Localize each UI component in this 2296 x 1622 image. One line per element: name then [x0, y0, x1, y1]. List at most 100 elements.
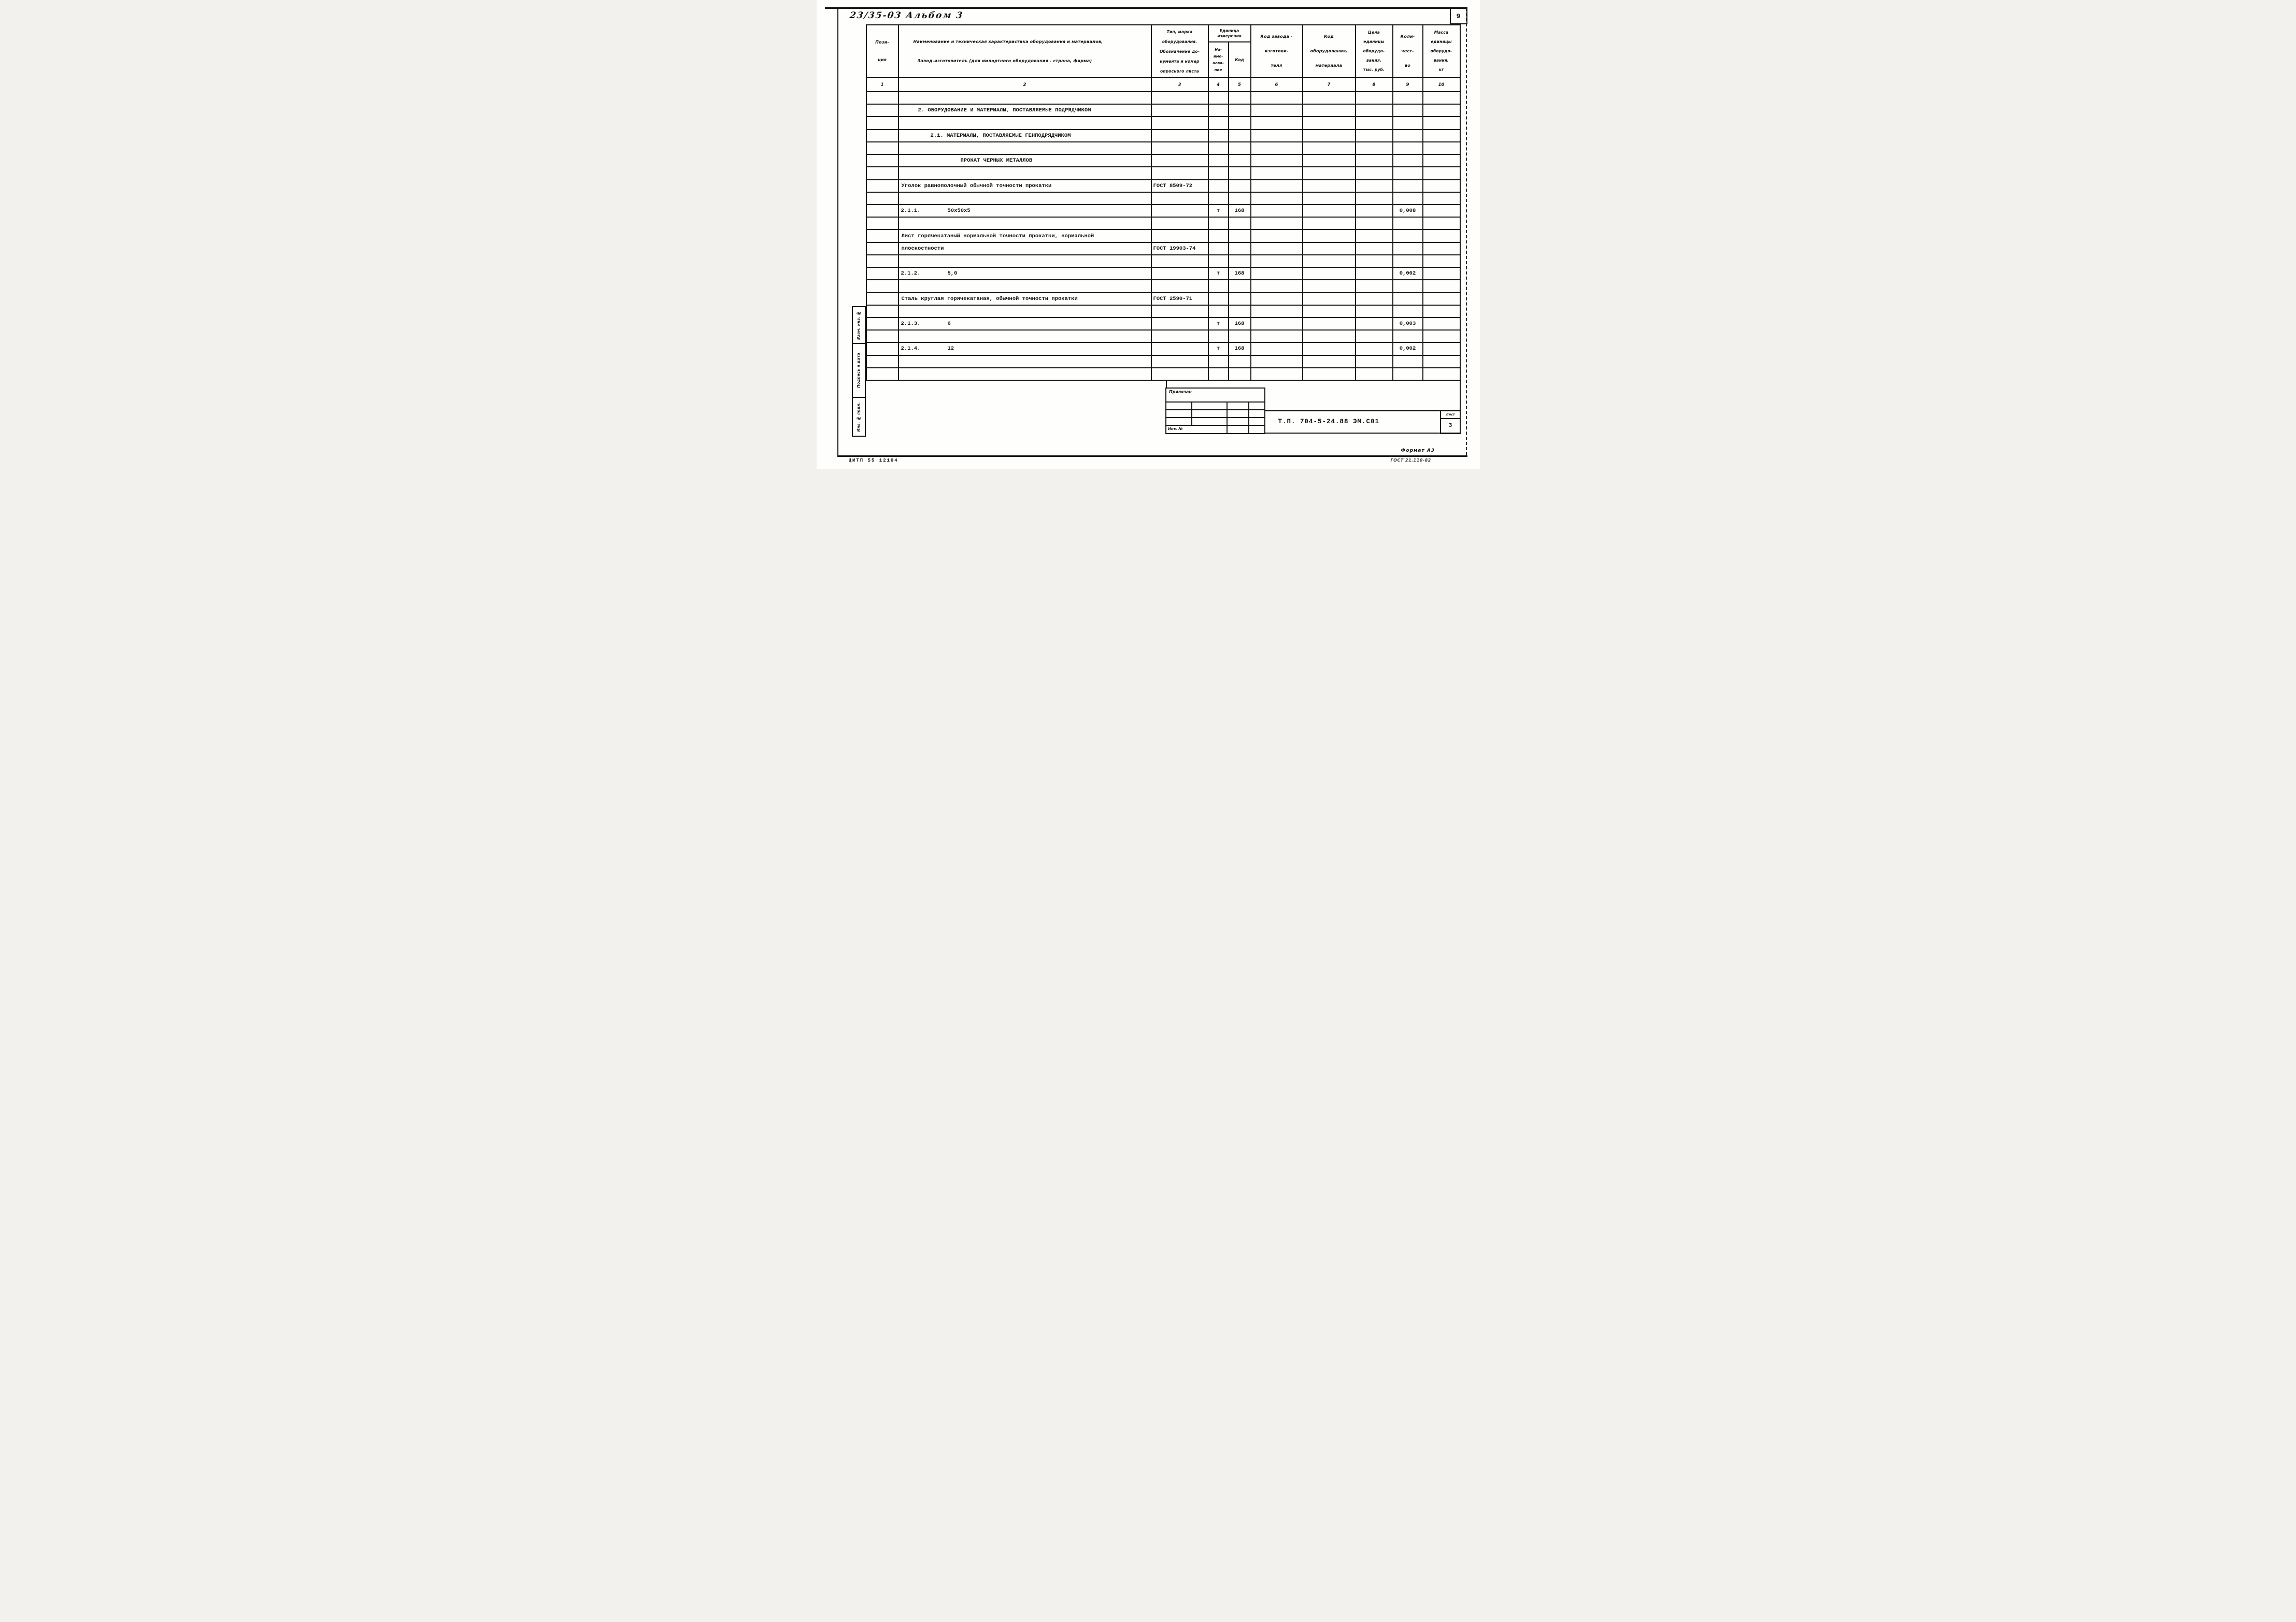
cell-c4	[1209, 255, 1229, 267]
margin-cell-vzam-inv: Взам. инв. №	[851, 306, 866, 344]
cell-c8	[1356, 180, 1393, 192]
header-unit-group: Единица измерения На- име- нова- ние Код	[1208, 25, 1251, 77]
cell-c6	[1251, 117, 1303, 129]
stamp-grid-row	[1166, 403, 1264, 411]
cell-c2: 2.1.3. 6	[899, 318, 1152, 330]
cell-c4	[1209, 355, 1229, 367]
cell-c6	[1251, 180, 1303, 192]
table-row: 2.1.1. 50х50х5 т 168 0,008	[866, 205, 1460, 218]
cell-c4	[1209, 230, 1229, 242]
cell-c9: 0,008	[1393, 205, 1423, 217]
cell-c10	[1423, 105, 1460, 116]
cell-c3	[1152, 368, 1209, 380]
cell-c3	[1152, 230, 1209, 242]
cell-c6	[1251, 268, 1303, 280]
cell-c9: 0,002	[1393, 268, 1423, 280]
margin-label-vzam-inv: Взам. инв. №	[857, 310, 861, 340]
cell-c4	[1209, 280, 1229, 292]
cell-c9	[1393, 230, 1423, 242]
cell-c2	[899, 218, 1152, 229]
cell-c1	[867, 192, 899, 204]
frame-left-line	[837, 7, 838, 456]
header-unit-name: На- име- нова- ние	[1209, 42, 1229, 77]
cell-c5	[1229, 255, 1251, 267]
cell-c5	[1229, 130, 1251, 141]
cell-c6	[1251, 280, 1303, 292]
cell-c7	[1303, 318, 1356, 330]
stamp-grid: Инв. №	[1166, 403, 1264, 433]
cell-c2: 2.1.4. 12	[899, 343, 1152, 355]
cell-c4: т	[1209, 268, 1229, 280]
cell-c3	[1152, 218, 1209, 229]
stamp-grid-row: Инв. №	[1166, 426, 1264, 433]
header-name-line1: Наименование и техническая характеристик…	[913, 39, 1103, 45]
cell-c2	[899, 305, 1152, 317]
cell-c2	[899, 355, 1152, 367]
cell-c8	[1356, 331, 1393, 342]
footer-citp-code: ЦИТП 55 12104	[848, 458, 899, 463]
cell-c9	[1393, 305, 1423, 317]
cell-c2	[899, 192, 1152, 204]
table-row: плоскостности ГОСТ 19903-74	[866, 242, 1460, 255]
cell-c3	[1152, 255, 1209, 267]
cell-c1	[867, 205, 899, 217]
cell-c3	[1152, 117, 1209, 129]
cell-c4: т	[1209, 343, 1229, 355]
cell-c10	[1423, 268, 1460, 279]
cell-c5	[1229, 92, 1251, 104]
cell-c4	[1209, 192, 1229, 204]
table-row	[866, 92, 1460, 105]
header-unit-code: Код	[1235, 58, 1244, 62]
cell-c4	[1209, 130, 1229, 141]
cell-c8	[1356, 205, 1393, 217]
cell-c8	[1356, 117, 1393, 129]
cell-c10	[1423, 230, 1460, 241]
cell-c1	[867, 318, 899, 330]
column-number-row: 1 2 3 4 5 6 7 8 9 10	[866, 78, 1460, 92]
cell-c1	[867, 105, 899, 117]
cell-c9	[1393, 130, 1423, 141]
cell-c10	[1423, 167, 1460, 179]
sheet-number-box: Лист 3	[1440, 410, 1461, 434]
cell-c3: ГОСТ 8509-72	[1152, 180, 1209, 192]
cell-c2: Сталь круглая горячекатаная, обычной точ…	[899, 293, 1152, 305]
table-row: Уголок равнополочный обычной точности пр…	[866, 180, 1460, 193]
cell-c1	[867, 218, 899, 229]
cell-c3	[1152, 305, 1209, 317]
cell-c8	[1356, 142, 1393, 154]
cell-c1	[867, 142, 899, 154]
cell-c9	[1393, 280, 1423, 292]
cell-c4	[1209, 218, 1229, 229]
cell-c8	[1356, 105, 1393, 117]
cell-c6	[1251, 331, 1303, 342]
table-row	[866, 305, 1460, 318]
cell-c8	[1356, 355, 1393, 367]
frame-bottom-line	[837, 455, 1467, 457]
header-unit-subcells: На- име- нова- ние Код	[1209, 42, 1250, 77]
album-handwritten-label: 23/35-03 Альбом 3	[849, 10, 964, 21]
header-unit-price: Цена единицы оборудо- вания, тыс. руб.	[1356, 25, 1393, 77]
cell-c9	[1393, 218, 1423, 229]
table-row: 2. ОБОРУДОВАНИЕ И МАТЕРИАЛЫ, ПОСТАВЛЯЕМЫ…	[866, 105, 1460, 118]
table-row: Сталь круглая горячекатаная, обычной точ…	[866, 293, 1460, 306]
cell-c8	[1356, 280, 1393, 292]
column-number: 2	[899, 78, 1152, 91]
cell-c7	[1303, 167, 1356, 179]
cell-c4	[1209, 180, 1229, 192]
cell-c4	[1209, 242, 1229, 254]
cell-c2	[899, 255, 1152, 267]
cell-c7	[1303, 343, 1356, 355]
cell-c9	[1393, 355, 1423, 367]
page-number: 9	[1456, 12, 1461, 20]
cell-c7	[1303, 293, 1356, 305]
header-unit-mass: Масса единицы оборудо- вания, кг	[1430, 30, 1452, 72]
cell-c10	[1423, 343, 1460, 354]
stamp-mini-table: Привязан Инв. №	[1165, 387, 1265, 434]
table-row: 2.1. МАТЕРИАЛЫ, ПОСТАВЛЯЕМЫЕ ГЕНПОДРЯДЧИ…	[866, 130, 1460, 142]
cell-c9	[1393, 331, 1423, 342]
cell-c10	[1423, 331, 1460, 342]
cell-c9	[1393, 167, 1423, 179]
cell-c6	[1251, 167, 1303, 179]
cell-c3	[1152, 92, 1209, 104]
cell-c5	[1229, 117, 1251, 129]
